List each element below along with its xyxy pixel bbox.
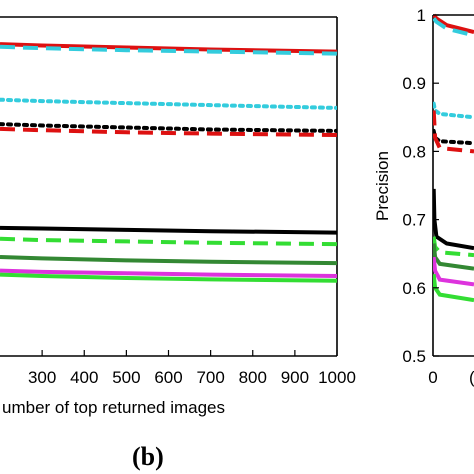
- right-series-line-6: [433, 188, 474, 251]
- right-y-tick-label-5: 0.9: [402, 74, 426, 93]
- right-y-ticks: 0.5 0.6 0.7 0.8 0.9 1: [402, 6, 439, 366]
- right-series-line-8: [433, 243, 474, 271]
- left-x-tick-label-5: 700: [196, 368, 224, 387]
- right-x-ticks: 0(: [428, 368, 474, 387]
- right-y-tick-label-2: 0.6: [402, 279, 426, 298]
- right-series-line-5: [433, 110, 474, 154]
- left-series-group: [0, 42, 337, 283]
- panel-label-b: (b): [132, 442, 164, 471]
- left-series-line-6: [0, 225, 337, 235]
- right-y-tick-label-1: 0.5: [402, 347, 426, 366]
- left-x-tick-label-6: 800: [239, 368, 267, 387]
- left-x-tick-label-3: 500: [112, 368, 140, 387]
- left-x-tick-label-2: 400: [70, 368, 98, 387]
- left-series-line-4: [0, 122, 337, 133]
- right-y-tick-label-4: 0.8: [402, 142, 426, 161]
- right-x-tick-label-2: (: [469, 368, 474, 387]
- left-x-tick-label-7: 900: [281, 368, 309, 387]
- left-series-line-2: [0, 44, 337, 56]
- left-plot-area: 300 400 500 600 700 800 900 1000: [0, 16, 356, 387]
- right-series-line-7: [433, 236, 474, 258]
- left-x-tick-label-8: 1000: [318, 368, 356, 387]
- left-x-ticks: 300 400 500 600 700 800 900 1000: [28, 350, 356, 387]
- left-x-tick-label-1: 300: [28, 368, 56, 387]
- right-series-line-3: [433, 101, 474, 120]
- right-series-line-1: [433, 13, 474, 35]
- left-series-line-5: [0, 126, 337, 137]
- right-series-line-10: [433, 273, 474, 303]
- left-series-line-7: [0, 236, 337, 247]
- left-series-line-10: [0, 272, 337, 283]
- left-x-axis-label: umber of top returned images: [2, 398, 225, 417]
- right-series-line-2: [433, 17, 474, 38]
- left-series-line-3: [0, 97, 337, 110]
- right-y-axis-label: Precision: [373, 151, 392, 221]
- left-series-line-8: [0, 255, 337, 266]
- left-series-line-9: [0, 268, 337, 278]
- left-x-tick-label-4: 600: [154, 368, 182, 387]
- right-y-tick-label-3: 0.7: [402, 211, 426, 230]
- right-y-tick-label-6: 1: [417, 6, 426, 25]
- right-series-line-4: [433, 128, 474, 146]
- right-series-line-9: [433, 256, 474, 287]
- right-plot-area: 0.50.60.70.80.91 0(: [402, 6, 474, 387]
- right-series-group: [433, 13, 474, 303]
- right-x-tick-label-1: 0: [428, 368, 437, 387]
- left-series-line-1: [0, 42, 337, 54]
